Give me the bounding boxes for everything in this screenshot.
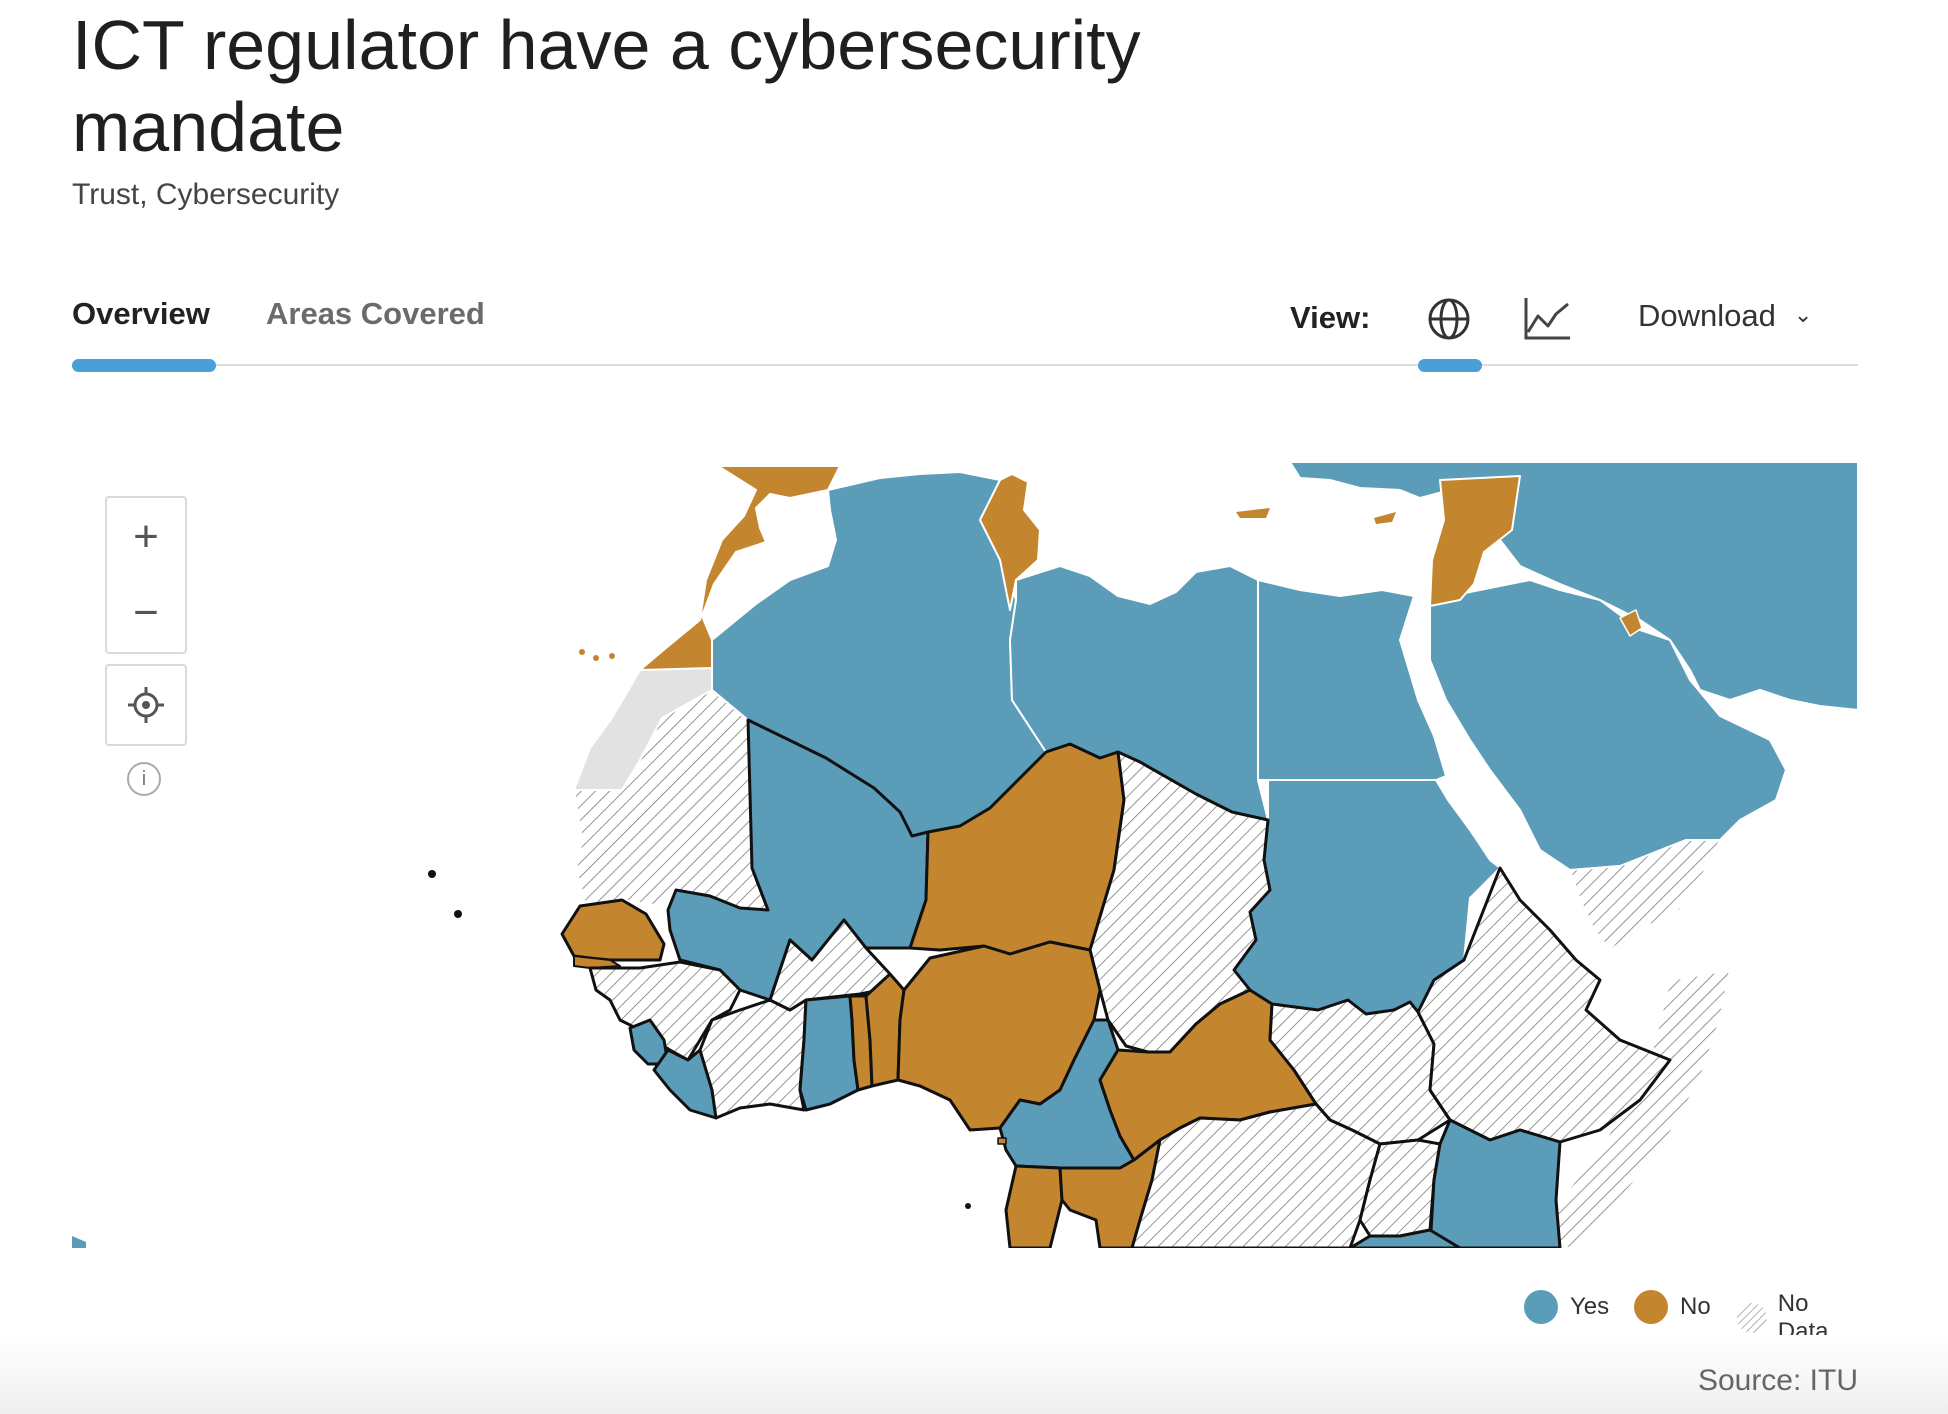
line-chart-icon	[1524, 298, 1570, 340]
region-ghana[interactable]	[798, 994, 860, 1112]
locate-button[interactable]	[105, 664, 187, 746]
region-cape-verde-2[interactable]	[454, 910, 462, 918]
region-tanzania[interactable]	[1348, 1228, 1462, 1248]
page-title: ICT regulator have a cybersecurity manda…	[72, 6, 1141, 166]
region-sao-tome[interactable]	[965, 1203, 971, 1209]
bottom-fade	[0, 1335, 1948, 1414]
download-label: Download	[1638, 298, 1776, 333]
region-syria[interactable]	[1429, 475, 1521, 607]
map-view-button[interactable]	[1422, 292, 1476, 346]
region-crete[interactable]	[1236, 508, 1270, 518]
plus-icon: +	[133, 512, 159, 561]
info-button[interactable]: i	[127, 762, 161, 796]
region-dr-congo[interactable]	[1130, 1102, 1382, 1248]
tab-areas-covered[interactable]: Areas Covered	[266, 296, 485, 331]
region-cote-divoire[interactable]	[698, 998, 808, 1120]
region-guinea[interactable]	[588, 960, 742, 1062]
region-gabon[interactable]	[1004, 1164, 1064, 1248]
info-icon: i	[141, 767, 147, 790]
tab-overview[interactable]: Overview	[72, 296, 210, 331]
view-active-indicator	[1418, 359, 1482, 372]
region-cyprus[interactable]	[1374, 512, 1396, 524]
tab-divider	[72, 364, 1858, 366]
chart-view-button[interactable]	[1520, 292, 1574, 346]
region-tunisia[interactable]	[979, 473, 1041, 611]
download-button[interactable]: Download ⌄	[1638, 298, 1812, 334]
map-canvas[interactable]	[72, 462, 1858, 1248]
region-canary-islands-3[interactable]	[609, 653, 615, 659]
globe-icon	[1428, 298, 1470, 340]
tab-active-indicator	[72, 359, 216, 372]
region-egypt[interactable]	[1257, 579, 1447, 781]
crosshair-icon	[128, 687, 164, 723]
legend-swatch-yes	[1524, 1290, 1558, 1324]
page-subtitle: Trust, Cybersecurity	[72, 178, 340, 211]
region-cape-verde[interactable]	[428, 870, 436, 878]
choropleth-map[interactable]	[72, 462, 1858, 1248]
region-morocco[interactable]	[639, 465, 841, 671]
region-canary-islands[interactable]	[579, 649, 585, 655]
region-equatorial-guinea[interactable]	[997, 1137, 1007, 1145]
region-somalia[interactable]	[1549, 969, 1731, 1248]
source-credit: Source: ITU	[1697, 1364, 1858, 1397]
view-label: View:	[1290, 300, 1371, 335]
legend-label-yes: Yes	[1570, 1293, 1610, 1320]
region-mauritania[interactable]	[573, 689, 769, 911]
legend-swatch-no	[1634, 1290, 1668, 1324]
legend-swatch-no-data	[1736, 1303, 1767, 1333]
chevron-down-icon: ⌄	[1793, 302, 1813, 327]
region-kuwait[interactable]	[1619, 609, 1643, 637]
region-corner-sliver[interactable]	[72, 1236, 86, 1248]
region-canary-islands-2[interactable]	[593, 655, 599, 661]
minus-icon: −	[133, 588, 159, 637]
region-kenya[interactable]	[1428, 1118, 1562, 1248]
legend-item-no: No	[1634, 1290, 1711, 1324]
region-ethiopia[interactable]	[1416, 866, 1672, 1144]
legend-label-no: No	[1680, 1293, 1711, 1320]
zoom-out-button[interactable]: −	[105, 574, 187, 654]
region-yemen[interactable]	[1569, 839, 1721, 951]
map-legend: Yes No No Data	[1500, 1290, 1860, 1345]
zoom-in-button[interactable]: +	[105, 496, 187, 577]
legend-item-yes: Yes	[1524, 1290, 1609, 1324]
region-senegal[interactable]	[560, 898, 666, 962]
region-iran[interactable]	[1289, 462, 1858, 711]
